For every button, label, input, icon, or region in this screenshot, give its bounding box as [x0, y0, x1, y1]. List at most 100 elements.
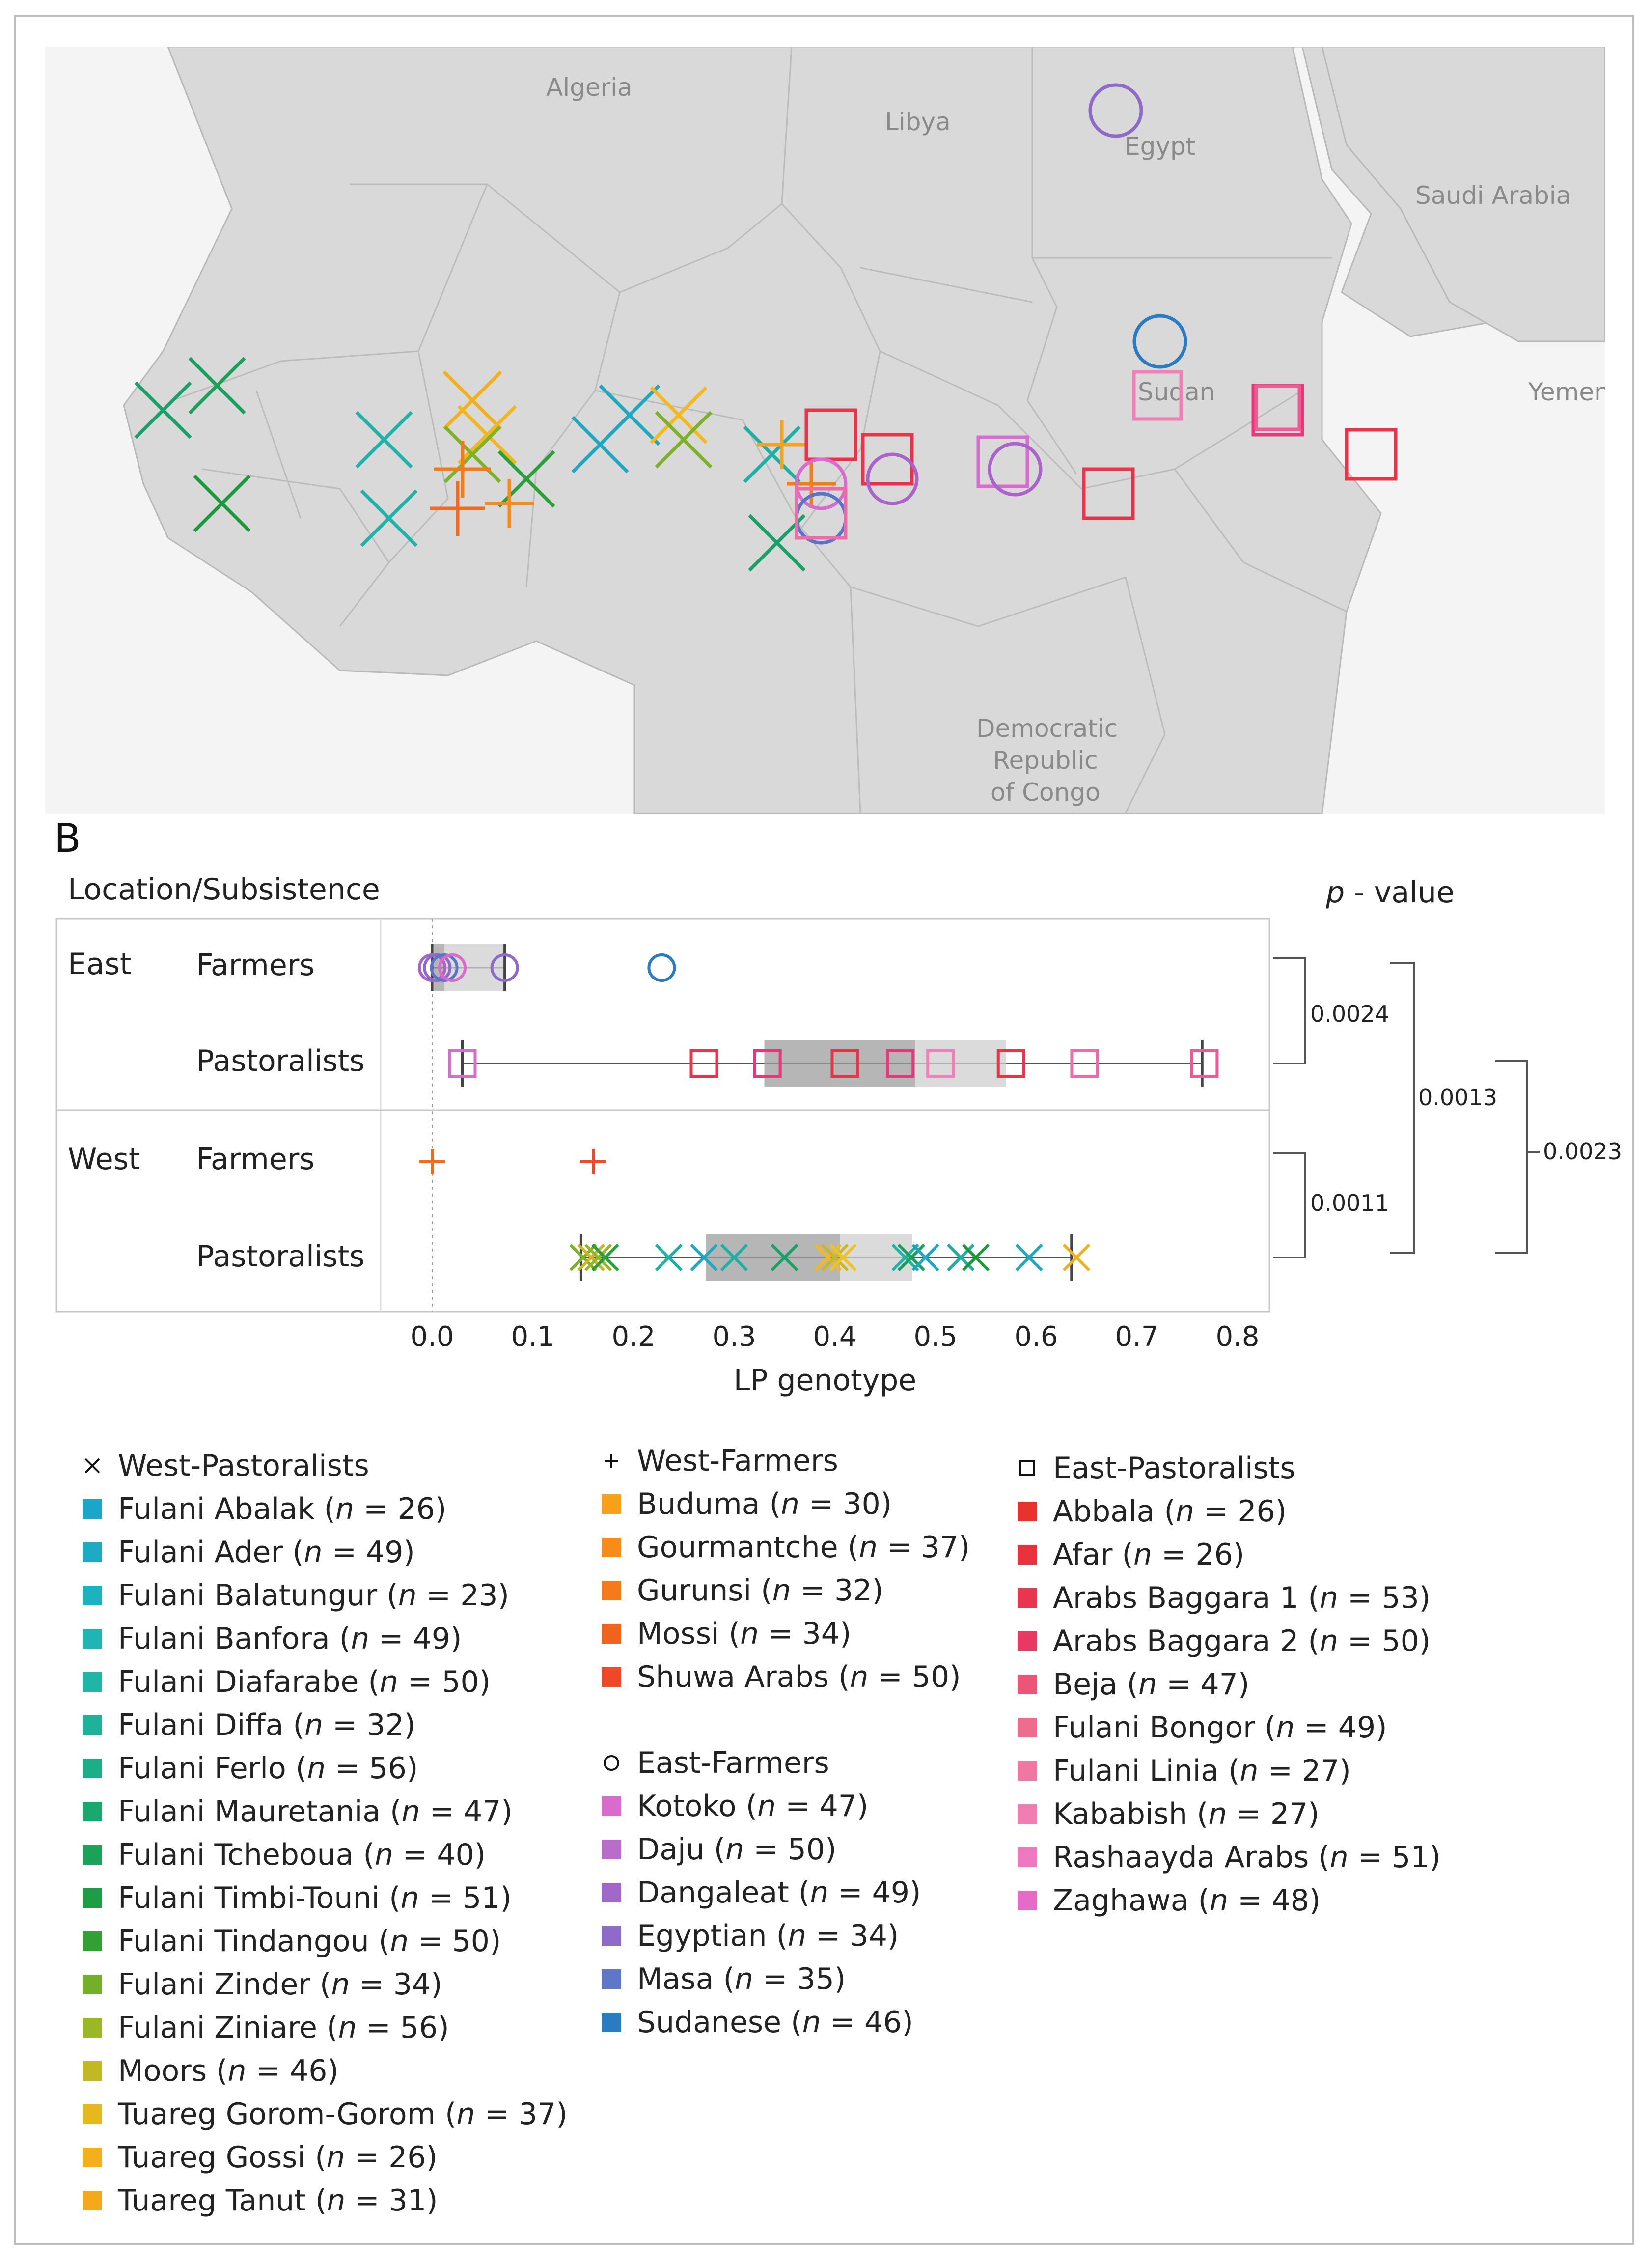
significance-brackets [1273, 957, 1540, 1258]
legend-n-equals: = [323, 1708, 367, 1742]
map-marker [861, 433, 914, 486]
legend-n-open: ( [330, 1622, 351, 1656]
legend-population-name: Buduma [637, 1487, 760, 1521]
legend-n-close: ) [1419, 1581, 1431, 1615]
legend-item: Kotoko (n = 47) [602, 1785, 921, 1828]
row-west-pastoralists-label: Pastoralists [196, 1239, 365, 1274]
legend-n-equals: = [1294, 1710, 1338, 1745]
legend-swatch [83, 1845, 102, 1865]
legend-item: Fulani Tindangou (n = 50) [83, 1920, 568, 1963]
legend-n-open: ( [1255, 1710, 1276, 1745]
legend-n-open: ( [789, 1875, 810, 1910]
legend-n-open: ( [286, 1751, 307, 1786]
legend-n-open: ( [828, 1660, 850, 1694]
legend-n-open: ( [207, 2054, 228, 2088]
label-drc-line1: Democratic [976, 714, 1118, 743]
legend-n-value: 49 [366, 1535, 404, 1569]
data-point [1062, 1243, 1091, 1272]
map-marker [434, 441, 491, 498]
legend-n-close: ) [431, 1967, 442, 2002]
legend-item: Egyptian (n = 34) [602, 1914, 921, 1957]
legend-n-close: ) [1233, 1538, 1245, 1572]
legend-item: Fulani Zinder (n = 34) [83, 1963, 568, 2006]
legend-n-open: ( [767, 1919, 788, 1953]
iqr-lower-box [706, 1234, 840, 1281]
map-marker [457, 405, 517, 465]
legend-n-close: ) [856, 1789, 869, 1823]
data-point [897, 1243, 925, 1272]
legend-n-symbol: n [327, 2183, 346, 2218]
legend-population-name: Fulani Ferlo [118, 1751, 286, 1786]
data-point [926, 1049, 955, 1078]
legend-n-value: 50 [787, 1832, 825, 1867]
legend-n-value: 26 [388, 2140, 426, 2175]
legend-population-name: Dangaleat [637, 1875, 789, 1910]
x-tick-label: 0.7 [1115, 1321, 1158, 1353]
legend-item: Beja (n = 47) [1018, 1663, 1441, 1706]
bracket-west [1273, 1152, 1306, 1258]
legend-item: Fulani Linia (n = 27) [1018, 1749, 1441, 1792]
legend-n-close: ) [403, 1535, 415, 1569]
legend-population-name: Fulani Diafarabe [118, 1665, 359, 1699]
legend-item: Arabs Baggara 2 (n = 50) [1018, 1620, 1441, 1663]
legend-item: Fulani Ziniare (n = 56) [83, 2006, 568, 2049]
iqr-upper-box [840, 1234, 912, 1281]
legend-population-name: Tuareg Gorom-Gorom [118, 2097, 436, 2131]
legend-n-equals: = [326, 1751, 369, 1786]
legend-swatch [602, 1883, 621, 1902]
legend-n-close: ) [406, 1751, 418, 1786]
legend-swatch [83, 1672, 102, 1692]
legend-item: Shuwa Arabs (n = 50) [602, 1655, 970, 1699]
legend-population-name: Fulani Timbi-Touni [118, 1881, 380, 1915]
data-point [771, 1243, 798, 1272]
legend-n-value: 47 [464, 1794, 501, 1829]
panel-b-label: B [54, 815, 81, 861]
data-point [490, 953, 519, 982]
legend-item: Fulani Diafarabe (n = 50) [83, 1660, 568, 1704]
legend-n-open: ( [714, 1962, 735, 1996]
legend-n-value: 46 [290, 2054, 328, 2088]
legend-n-value: 34 [850, 1919, 887, 1953]
legend-n-value: 47 [1200, 1667, 1238, 1702]
legend-swatch [602, 1796, 621, 1816]
map-labels: Algeria Libya Egypt Saudi Arabia Sudan Y… [546, 73, 1605, 807]
legend-n-open: ( [314, 1492, 336, 1526]
legend-swatch [1018, 1631, 1037, 1651]
legend-n-open: ( [369, 1924, 390, 1958]
x-axis-label: LP genotype [734, 1363, 916, 1398]
legend-population-name: Gourmantche [637, 1530, 838, 1565]
legend-n-equals: = [1348, 1840, 1392, 1874]
legend-population-name: Fulani Tcheboua [118, 1838, 354, 1872]
bracket-east [1273, 957, 1306, 1064]
x-tick-label: 0.5 [913, 1321, 957, 1353]
legend-n-value: 48 [1271, 1883, 1309, 1918]
legend-item: Abbala (n = 26) [1018, 1490, 1441, 1533]
legend-n-open: ( [704, 1832, 726, 1867]
map-marker [1132, 370, 1183, 421]
legend-n-symbol: n [374, 1838, 393, 1872]
map-marker [976, 435, 1029, 488]
legend-n-equals: = [369, 1622, 413, 1656]
legend-swatch [83, 1499, 102, 1519]
legend-n-equals: = [1228, 1883, 1272, 1918]
legend-n-open: ( [719, 1617, 741, 1651]
legend-west-farmers: West-Farmers Buduma (n = 30) Gourmantche (… [602, 1439, 970, 1699]
legend-item: Tuareg Gorom-Gorom (n = 37) [83, 2093, 568, 2136]
legend-n-close: ) [327, 2054, 339, 2088]
legend-symbol [1019, 1460, 1035, 1476]
legend-symbol [605, 1454, 618, 1468]
legend-n-close: ) [426, 2140, 438, 2175]
row-west-farmers-label: Farmers [196, 1142, 315, 1176]
legend-n-equals: = [409, 1924, 452, 1958]
location-subsistence-header: Location/Subsistence [68, 872, 380, 907]
legend-n-equals: = [799, 1487, 843, 1521]
data-point [580, 1149, 606, 1174]
legend-n-open: ( [317, 2011, 338, 2045]
legend-n-close: ) [1308, 1797, 1320, 1831]
legend-item: Mossi (n = 34) [602, 1612, 970, 1655]
legend-n-open: ( [1187, 1797, 1209, 1831]
legend-item: Fulani Mauretania (n = 47) [83, 1790, 568, 1833]
legend-symbol-icon [84, 1458, 100, 1474]
legend-population-name: Egyptian [637, 1919, 767, 1953]
data-point [584, 1243, 612, 1272]
